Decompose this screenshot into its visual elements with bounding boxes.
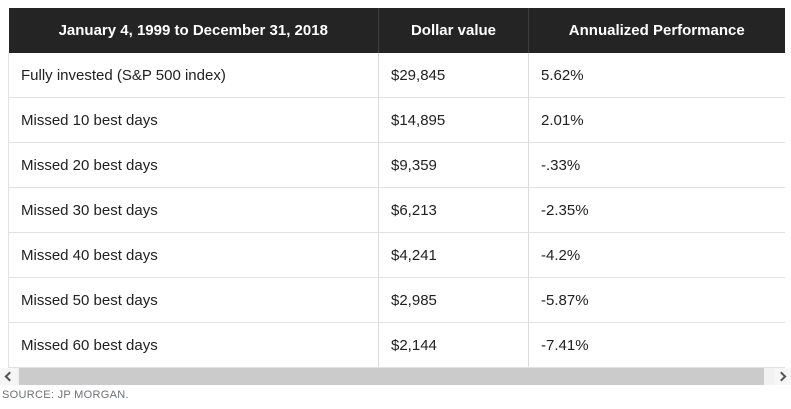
table-row: Fully invested (S&P 500 index) $29,845 5.6… bbox=[8, 53, 785, 98]
header-row: January 4, 1999 to December 31, 2018 Dol… bbox=[8, 8, 785, 53]
source-attribution: SOURCE: JP MORGAN. bbox=[2, 389, 129, 401]
scenario-cell: Missed 20 best days bbox=[8, 142, 379, 188]
dollar-value-cell: $2,144 bbox=[378, 322, 529, 368]
scroll-right-button[interactable] bbox=[774, 368, 791, 385]
dollar-value-cell: $14,895 bbox=[378, 97, 529, 143]
header-dollar-value: Dollar value bbox=[378, 8, 529, 53]
scrollbar-track[interactable] bbox=[17, 368, 774, 385]
dollar-value-cell: $6,213 bbox=[378, 187, 529, 233]
table-row: Missed 10 best days $14,895 2.01% bbox=[8, 97, 785, 143]
scroll-left-button[interactable] bbox=[0, 368, 17, 385]
performance-table: January 4, 1999 to December 31, 2018 Dol… bbox=[8, 8, 785, 368]
performance-cell: -5.87% bbox=[528, 277, 785, 323]
scrollbar-thumb[interactable] bbox=[19, 368, 764, 385]
performance-table-container: January 4, 1999 to December 31, 2018 Dol… bbox=[8, 8, 785, 368]
horizontal-scrollbar[interactable] bbox=[0, 368, 791, 385]
performance-cell: -.33% bbox=[528, 142, 785, 188]
table-row: Missed 50 best days $2,985 -5.87% bbox=[8, 277, 785, 323]
table-header: January 4, 1999 to December 31, 2018 Dol… bbox=[8, 8, 785, 53]
dollar-value-cell: $9,359 bbox=[378, 142, 529, 188]
scenario-cell: Missed 40 best days bbox=[8, 232, 379, 278]
dollar-value-cell: $29,845 bbox=[378, 53, 529, 98]
table-row: Missed 40 best days $4,241 -4.2% bbox=[8, 232, 785, 278]
table-row: Missed 60 best days $2,144 -7.41% bbox=[8, 322, 785, 368]
performance-cell: 5.62% bbox=[528, 53, 785, 98]
chevron-right-icon bbox=[776, 371, 787, 382]
performance-cell: -7.41% bbox=[528, 322, 785, 368]
scenario-cell: Missed 30 best days bbox=[8, 187, 379, 233]
performance-cell: -2.35% bbox=[528, 187, 785, 233]
chevron-left-icon bbox=[4, 371, 15, 382]
performance-cell: 2.01% bbox=[528, 97, 785, 143]
performance-cell: -4.2% bbox=[528, 232, 785, 278]
table-body: Fully invested (S&P 500 index) $29,845 5.6… bbox=[8, 53, 785, 368]
scenario-cell: Missed 10 best days bbox=[8, 97, 379, 143]
header-date-range: January 4, 1999 to December 31, 2018 bbox=[8, 8, 379, 53]
header-annualized-performance: Annualized Performance bbox=[528, 8, 785, 53]
dollar-value-cell: $2,985 bbox=[378, 277, 529, 323]
dollar-value-cell: $4,241 bbox=[378, 232, 529, 278]
scenario-cell: Missed 50 best days bbox=[8, 277, 379, 323]
table-row: Missed 20 best days $9,359 -.33% bbox=[8, 142, 785, 188]
table-row: Missed 30 best days $6,213 -2.35% bbox=[8, 187, 785, 233]
scenario-cell: Fully invested (S&P 500 index) bbox=[8, 53, 379, 98]
scenario-cell: Missed 60 best days bbox=[8, 322, 379, 368]
